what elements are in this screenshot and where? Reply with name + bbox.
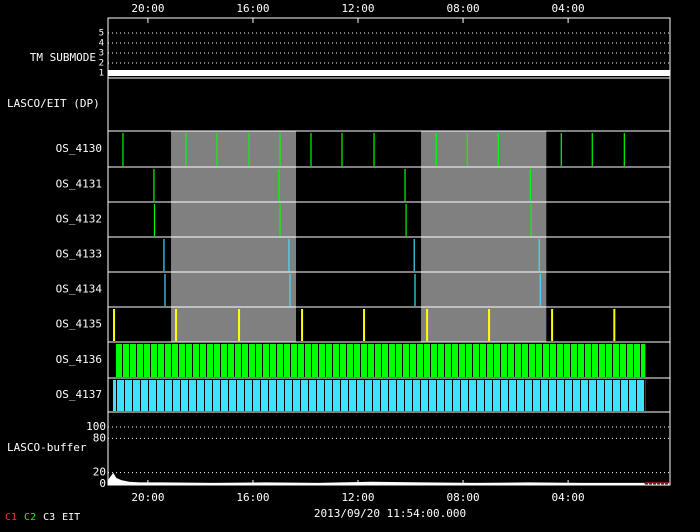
y-tick-label: 4 — [99, 39, 104, 49]
x-tick-label: 12:00 — [341, 491, 374, 504]
y-tick-label: 80 — [93, 431, 106, 444]
row-label: LASCO/EIT (DP) — [7, 97, 100, 110]
x-tick-label: 16:00 — [236, 2, 269, 15]
x-tick-label: 12:00 — [341, 2, 374, 15]
frame — [107, 17, 671, 486]
x-tick-label: 20:00 — [131, 491, 164, 504]
row-label: OS_4130 — [56, 142, 102, 155]
x-tick-label: 08:00 — [446, 2, 479, 15]
row-label: TM SUBMODE — [30, 51, 96, 64]
x-tick-label: 04:00 — [552, 491, 585, 504]
x-tick-label: 04:00 — [552, 2, 585, 15]
legend-entry: C2 — [24, 512, 36, 523]
buffer-area — [107, 472, 645, 485]
submode-bar — [108, 70, 670, 76]
timestamp: 2013/09/20 11:54:00.000 — [314, 507, 466, 520]
x-tick-label: 16:00 — [236, 491, 269, 504]
row-label: OS_4132 — [56, 213, 102, 226]
row-label: LASCO-buffer — [7, 441, 87, 454]
row-label: OS_4134 — [56, 283, 103, 296]
y-tick-label: 3 — [99, 49, 104, 59]
x-tick-label: 08:00 — [446, 491, 479, 504]
x-tick-label: 20:00 — [131, 2, 164, 15]
y-tick-label: 20 — [93, 466, 106, 479]
row-label: OS_4137 — [56, 388, 102, 401]
y-tick-label: 1 — [99, 69, 104, 79]
dense-events — [112, 380, 646, 411]
y-tick-label: 5 — [99, 29, 104, 39]
row-label: OS_4133 — [56, 248, 102, 261]
row-label: OS_4136 — [56, 353, 102, 366]
legend-entry: EIT — [62, 512, 80, 523]
row-label: OS_4135 — [56, 318, 102, 331]
legend-entry: C1 — [5, 512, 17, 523]
row-label: OS_4131 — [56, 178, 102, 191]
y-tick-label: 0 — [99, 477, 106, 490]
y-tick-label: 100 — [86, 420, 106, 433]
legend-entry: C3 — [43, 512, 55, 523]
y-tick-label: 2 — [99, 59, 104, 69]
dense-events — [115, 344, 646, 377]
